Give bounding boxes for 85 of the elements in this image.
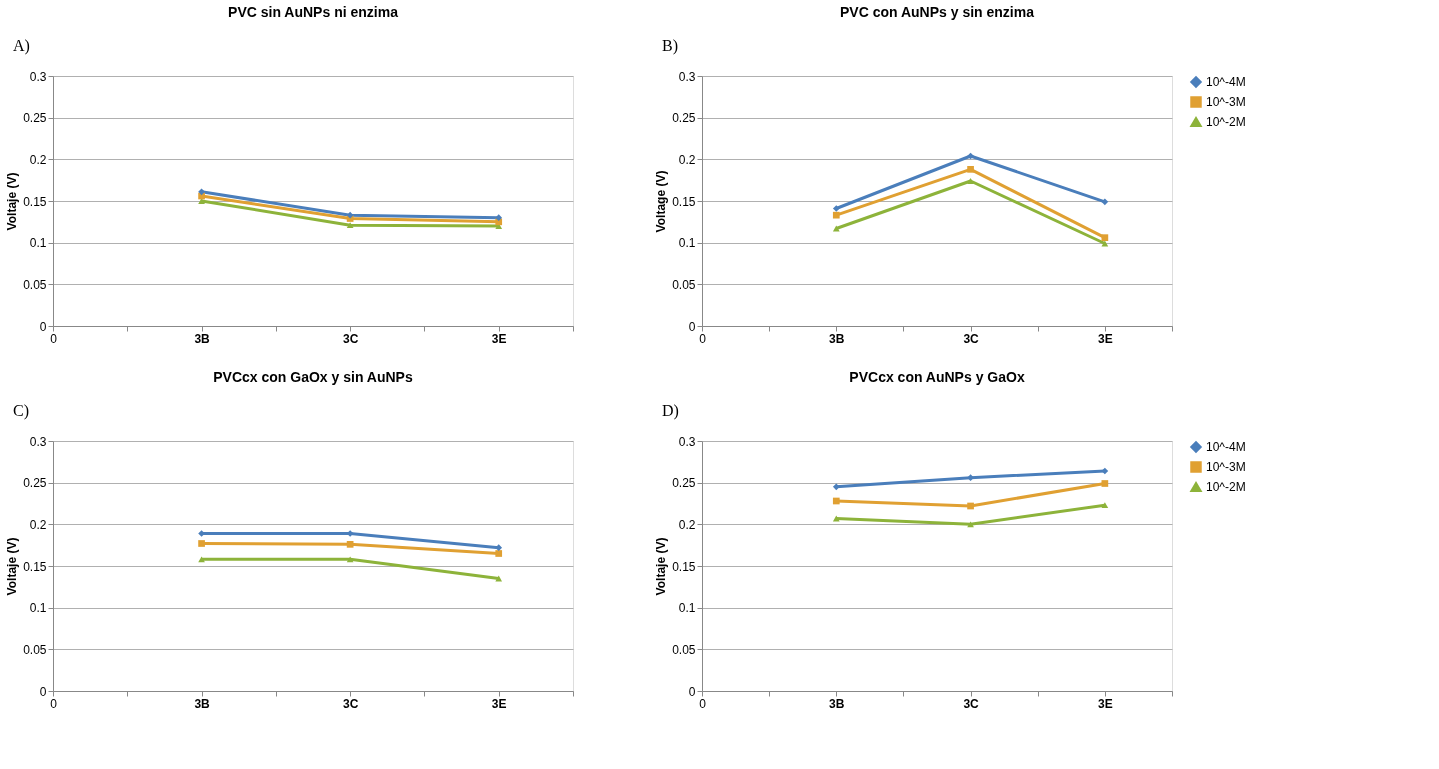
point [198,530,205,537]
x-tick-label: 3B [194,696,211,711]
y-tick-label: 0.3 [678,69,696,84]
point [346,540,354,548]
y-axis-title: Voltaje (V) [654,537,669,596]
point [832,205,840,212]
y-tick-label: 0.15 [672,559,696,574]
point [832,211,840,219]
y-tick-label: 0.3 [29,434,47,449]
point [198,188,205,196]
text: A) [13,37,30,55]
x-tick-label: 3E [1098,696,1113,711]
x-tick-label: 3E [491,696,507,711]
y-axis-title: Voltaje (V) [5,172,20,231]
y-tick-label: 0.05 [23,642,47,657]
legend-label: 10^-3M [1206,460,1246,474]
point [495,550,503,557]
point [1101,467,1109,475]
y-tick-label: 0 [688,319,696,334]
y-tick-label: 0 [39,319,47,334]
chart-title: PVCcx con AuNPs y GaOx [849,369,1025,385]
y-tick-label: 0.25 [23,111,47,126]
point [495,544,503,552]
y-tick-label: 0.15 [672,194,696,209]
point [346,222,354,229]
point [967,474,974,482]
legend-label: 10^-4M [1206,75,1246,89]
x-tick-label: 3C [963,331,980,346]
y-tick-label: 0.25 [672,476,696,491]
point [495,214,503,222]
point [967,165,974,173]
y-tick-label: 0.25 [23,476,47,491]
y-tick-label: 0.05 [23,277,47,292]
point [832,483,840,491]
chart-title: PVC con AuNPs y sin enzima [840,4,1035,20]
point [346,211,354,219]
y-tick-label: 0.2 [29,517,47,532]
x-tick-label: 3C [342,696,359,711]
y-tick-label: 0.1 [29,236,47,251]
y-tick-label: 0.2 [29,152,47,167]
y-tick-label: 0.1 [678,236,696,251]
point [832,497,840,505]
y-tick-label: 0.3 [29,69,47,84]
point [198,198,205,204]
x-tick-label: 3E [491,331,507,346]
text: B) [662,37,678,55]
y-tick-label: 0.3 [678,434,696,449]
point [1101,502,1109,509]
legend-label: 10^-2M [1206,480,1246,494]
y-tick-label: 0.05 [672,277,696,292]
point [198,540,205,547]
x-tick-label: 0 [50,331,58,346]
x-tick-label: 0 [699,696,707,711]
text: C) [13,402,29,420]
y-tick-label: 0.25 [672,111,696,126]
y-tick-label: 0.15 [23,194,47,209]
x-tick-label: 3B [829,331,845,346]
point [967,178,974,184]
point [1101,198,1109,206]
y-tick-label: 0.05 [672,642,696,657]
x-tick-label: 0 [50,696,58,711]
x-tick-label: 3E [1098,331,1113,346]
point [1101,234,1109,242]
x-tick-label: 3C [963,696,980,711]
y-tick-label: 0.2 [678,517,696,532]
y-tick-label: 0 [688,684,696,699]
x-tick-label: 0 [699,331,707,346]
legend-label: 10^-4M [1206,440,1246,454]
y-tick-label: 0.2 [678,152,696,167]
chart-title: PVC sin AuNPs ni enzima [228,4,399,20]
x-tick-label: 3C [342,331,359,346]
text: D) [662,402,679,420]
chart-title: PVCcx con GaOx y sin AuNPs [213,369,413,385]
y-tick-label: 0.1 [678,601,696,616]
point [967,502,974,510]
y-tick-label: 0.1 [29,601,47,616]
y-axis-title: Voltaje (V) [5,537,20,596]
point [1101,480,1109,487]
legend-label: 10^-3M [1206,95,1246,109]
x-tick-label: 3B [194,331,211,346]
y-axis-title: Voltage (V) [654,170,669,233]
legend-label: 10^-2M [1206,115,1246,129]
y-tick-label: 0 [39,684,47,699]
x-tick-label: 3B [829,696,845,711]
y-tick-label: 0.15 [23,559,47,574]
